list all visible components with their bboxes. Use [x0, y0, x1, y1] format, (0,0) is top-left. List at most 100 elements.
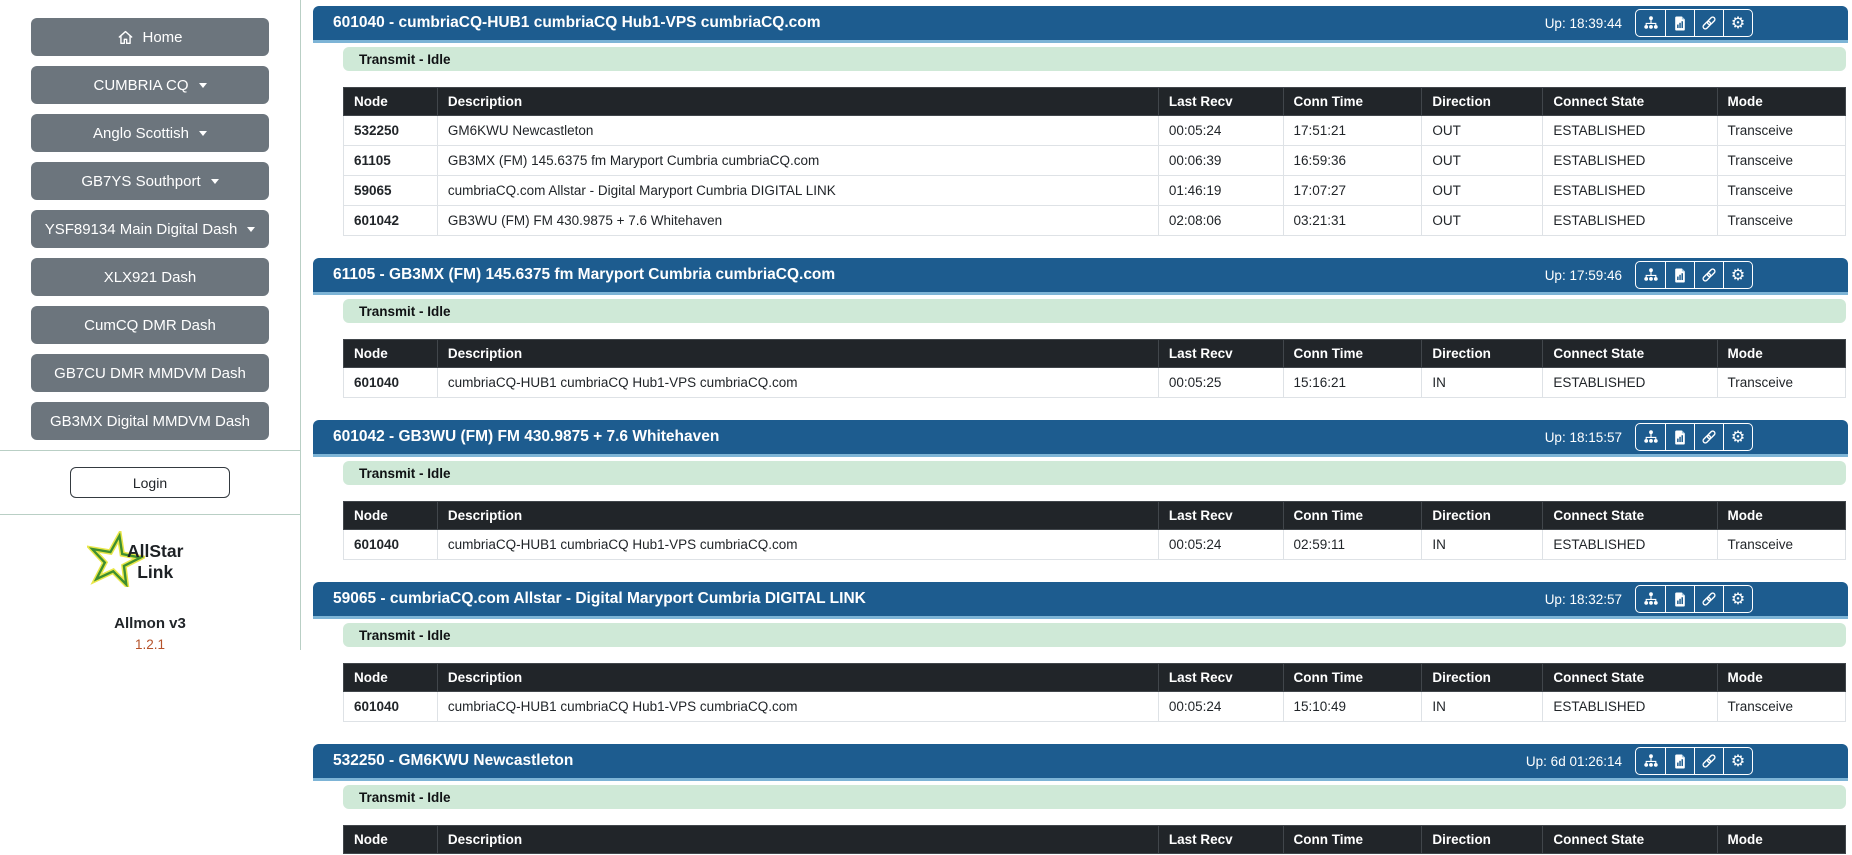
- node-stats-button[interactable]: [1665, 748, 1694, 774]
- caret-down-icon: [247, 226, 256, 232]
- node-settings-button[interactable]: ⚙: [1723, 10, 1752, 36]
- column-header-connect-state: Connect State: [1542, 501, 1718, 530]
- node-panel-header: 601042 - GB3WU (FM) FM 430.9875 + 7.6 Wh…: [313, 420, 1848, 454]
- node-graph-button[interactable]: [1636, 262, 1665, 288]
- node-link-button[interactable]: [1694, 586, 1723, 612]
- column-header-description: Description: [436, 663, 1159, 692]
- cell-conn-time: 16:59:36: [1282, 145, 1423, 176]
- column-header-direction: Direction: [1421, 663, 1544, 692]
- table-row: 601040 cumbriaCQ-HUB1 cumbriaCQ Hub1-VPS …: [343, 367, 1847, 398]
- cell-description: cumbriaCQ-HUB1 cumbriaCQ Hub1-VPS cumbri…: [436, 529, 1159, 560]
- cell-direction: OUT: [1421, 175, 1544, 206]
- panel-toolbar: ⚙: [1635, 261, 1753, 289]
- cell-direction: OUT: [1421, 205, 1544, 236]
- sidebar-nav: Home CUMBRIA CQ Anglo Scottish GB7YS Sou…: [0, 18, 300, 440]
- column-header-connect-state: Connect State: [1542, 339, 1718, 368]
- table-header-row: Node Description Last Recv Conn Time Directi…: [343, 339, 1847, 368]
- column-header-mode: Mode: [1716, 339, 1847, 368]
- node-graph-button[interactable]: [1636, 424, 1665, 450]
- file-bar-graph-icon: [1675, 592, 1685, 606]
- main-content: 601040 - cumbriaCQ-HUB1 cumbriaCQ Hub1-V…: [313, 0, 1848, 855]
- sidebar-item-label: CumCQ DMR Dash: [84, 316, 216, 334]
- column-header-mode: Mode: [1716, 501, 1847, 530]
- node-link-button[interactable]: [1694, 748, 1723, 774]
- cell-direction: OUT: [1421, 145, 1544, 176]
- sidebar-item-xlx921-dash[interactable]: XLX921 Dash: [31, 258, 269, 296]
- cell-connect-state: ESTABLISHED: [1542, 529, 1718, 560]
- app-name: Allmon v3: [114, 615, 186, 632]
- cell-connect-state: ESTABLISHED: [1542, 145, 1718, 176]
- cell-conn-time: 17:51:21: [1282, 115, 1423, 146]
- column-header-connect-state: Connect State: [1542, 87, 1718, 116]
- transmit-status-label: Transmit - Idle: [359, 789, 451, 805]
- sidebar-item-label: CUMBRIA CQ: [93, 76, 189, 94]
- sidebar-item-cumbria-cq[interactable]: CUMBRIA CQ: [31, 66, 269, 104]
- table-row: 59065 cumbriaCQ.com Allstar - Digital Mar…: [343, 175, 1847, 206]
- node-panel-header: 601040 - cumbriaCQ-HUB1 cumbriaCQ Hub1-V…: [313, 6, 1848, 40]
- node-settings-button[interactable]: ⚙: [1723, 586, 1752, 612]
- sidebar-item-label: XLX921 Dash: [103, 268, 197, 286]
- node-settings-button[interactable]: ⚙: [1723, 262, 1752, 288]
- column-header-conn-time: Conn Time: [1282, 501, 1423, 530]
- file-bar-graph-icon: [1675, 16, 1685, 30]
- table-row: 601042 GB3WU (FM) FM 430.9875 + 7.6 White…: [343, 205, 1847, 236]
- node-graph-button[interactable]: [1636, 748, 1665, 774]
- sidebar-item-anglo-scottish[interactable]: Anglo Scottish: [31, 114, 269, 152]
- node-panel-header: 59065 - cumbriaCQ.com Allstar - Digital …: [313, 582, 1848, 616]
- cell-conn-time: 02:59:11: [1282, 529, 1423, 560]
- cell-description: cumbriaCQ-HUB1 cumbriaCQ Hub1-VPS cumbri…: [436, 691, 1159, 722]
- cell-last-recv: 00:05:24: [1157, 115, 1284, 146]
- node-stats-button[interactable]: [1665, 586, 1694, 612]
- gear-icon: ⚙: [1730, 265, 1746, 284]
- node-stats-button[interactable]: [1665, 10, 1694, 36]
- node-settings-button[interactable]: ⚙: [1723, 748, 1752, 774]
- node-panel-body: Transmit - Idle Node Description Last Recv…: [343, 47, 1847, 236]
- node-link-button[interactable]: [1694, 262, 1723, 288]
- panel-header-divider: [313, 454, 1848, 457]
- logo-text: AllStar Link: [127, 541, 183, 583]
- node-panel-title: 59065 - cumbriaCQ.com Allstar - Digital …: [333, 590, 866, 607]
- column-header-mode: Mode: [1716, 825, 1847, 854]
- cell-last-recv: 00:05:25: [1157, 367, 1284, 398]
- node-settings-button[interactable]: ⚙: [1723, 424, 1752, 450]
- cell-description: cumbriaCQ-HUB1 cumbriaCQ Hub1-VPS cumbri…: [436, 367, 1159, 398]
- node-graph-button[interactable]: [1636, 586, 1665, 612]
- cell-conn-time: 17:07:27: [1282, 175, 1423, 206]
- sidebar-item-gb3mx-digital-mmdvm-dash[interactable]: GB3MX Digital MMDVM Dash: [31, 402, 269, 440]
- node-link-button[interactable]: [1694, 10, 1723, 36]
- sidebar-item-cumcq-dmr-dash[interactable]: CumCQ DMR Dash: [31, 306, 269, 344]
- node-link-button[interactable]: [1694, 424, 1723, 450]
- cell-connect-state: ESTABLISHED: [1542, 691, 1718, 722]
- login-button[interactable]: Login: [70, 467, 230, 498]
- cell-description: cumbriaCQ.com Allstar - Digital Maryport…: [436, 175, 1159, 206]
- column-header-conn-time: Conn Time: [1282, 339, 1423, 368]
- sidebar-item-home[interactable]: Home: [31, 18, 269, 56]
- node-panel-59065: 59065 - cumbriaCQ.com Allstar - Digital …: [313, 582, 1848, 722]
- star-icon: [87, 531, 145, 587]
- column-header-connect-state: Connect State: [1542, 825, 1718, 854]
- cell-description: GM6KWU Newcastleton: [436, 115, 1159, 146]
- cell-node: 532250: [343, 115, 438, 146]
- table-header-row: Node Description Last Recv Conn Time Directi…: [343, 87, 1847, 116]
- cell-conn-time: 15:10:49: [1282, 691, 1423, 722]
- node-stats-button[interactable]: [1665, 262, 1694, 288]
- column-header-last-recv: Last Recv: [1157, 825, 1284, 854]
- panel-header-divider: [313, 292, 1848, 295]
- gear-icon: ⚙: [1730, 427, 1746, 446]
- app-version-link[interactable]: 1.2.1: [134, 637, 166, 652]
- sidebar-item-gb7cu-dmr-mmdvm-dash[interactable]: GB7CU DMR MMDVM Dash: [31, 354, 269, 392]
- node-panel-601042: 601042 - GB3WU (FM) FM 430.9875 + 7.6 Wh…: [313, 420, 1848, 560]
- cell-mode: Transceive: [1716, 367, 1847, 398]
- caret-down-icon: [198, 82, 207, 88]
- sidebar-item-gb7ys-southport[interactable]: GB7YS Southport: [31, 162, 269, 200]
- transmit-status-label: Transmit - Idle: [359, 465, 451, 481]
- sidebar-item-ysf89134-main-digital-dash[interactable]: YSF89134 Main Digital Dash: [31, 210, 269, 248]
- cell-node: 601040: [343, 367, 438, 398]
- column-header-direction: Direction: [1421, 501, 1544, 530]
- panel-toolbar: ⚙: [1635, 9, 1753, 37]
- node-graph-button[interactable]: [1636, 10, 1665, 36]
- logo-line1: AllStar: [127, 541, 184, 561]
- node-stats-button[interactable]: [1665, 424, 1694, 450]
- uptime-text: Up: 18:15:57: [1544, 429, 1622, 445]
